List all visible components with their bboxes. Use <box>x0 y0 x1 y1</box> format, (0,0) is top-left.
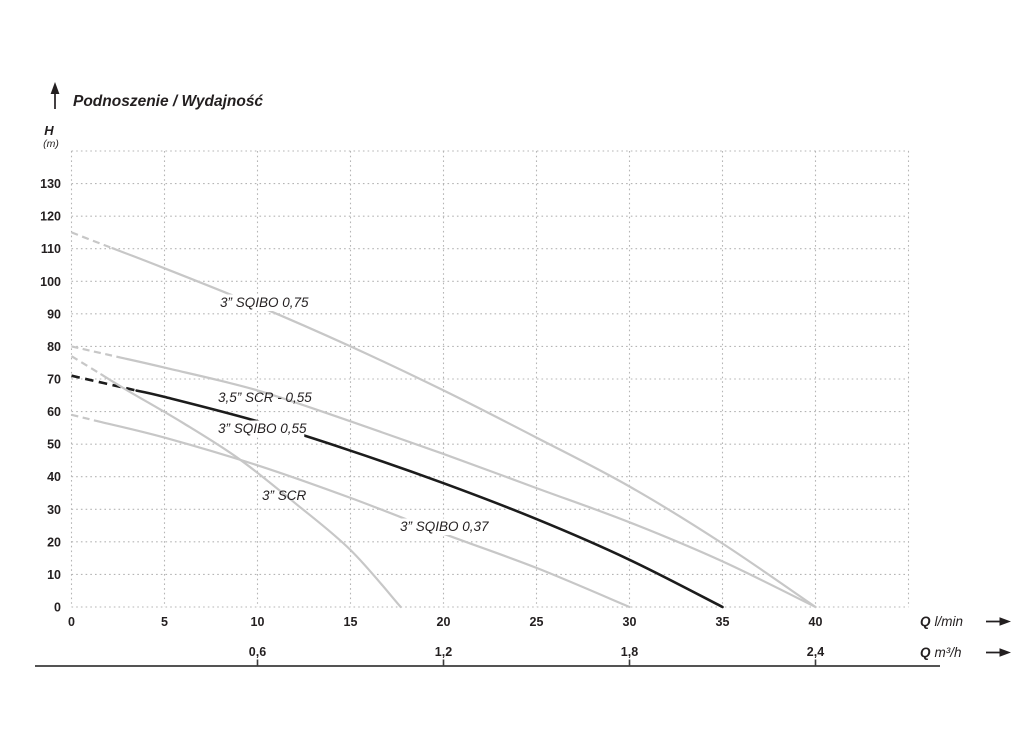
curve-3-scr <box>100 373 402 609</box>
x-axis-lmin-tick-labels: 0 5 10 15 20 25 30 35 40 <box>68 615 822 629</box>
curve-label-3-sqibo-0-75: 3” SQIBO 0,75 <box>220 295 309 310</box>
x-tick-label-25: 25 <box>530 615 544 629</box>
curve-label-3-5-scr-0-55: 3,5” SCR - 0,55 <box>218 390 312 405</box>
x-axis-lmin-arrow-icon <box>999 617 1011 626</box>
y-axis-arrow-icon <box>50 82 60 94</box>
x-tick-label-40: 40 <box>809 615 823 629</box>
y-tick-label-130: 130 <box>40 177 61 191</box>
curve-label-3-sqibo-0-37: 3” SQIBO 0,37 <box>400 519 489 534</box>
m3h-tick-label-1-8: 1,8 <box>621 645 638 659</box>
y-tick-label-80: 80 <box>47 340 61 354</box>
curve-3-5-scr-0-55 <box>118 356 817 609</box>
m3h-tick-label-1-2: 1,2 <box>435 645 452 659</box>
chart-header: Podnoszenie / Wydajność H (m) <box>43 82 263 150</box>
y-tick-label-70: 70 <box>47 373 61 387</box>
y-tick-label-20: 20 <box>47 535 61 549</box>
chart-title: Podnoszenie / Wydajność <box>73 93 263 110</box>
curve-label-3-scr: 3” SCR <box>262 488 307 503</box>
x-axis-m3h-arrow-icon <box>999 648 1011 657</box>
y-tick-label-10: 10 <box>47 568 61 582</box>
x-tick-label-20: 20 <box>437 615 451 629</box>
m3h-tick-label-2-4: 2,4 <box>807 645 824 659</box>
curve-label-3-sqibo-0-55: 3” SQIBO 0,55 <box>218 421 307 436</box>
y-tick-label-40: 40 <box>47 470 61 484</box>
curve-label-gap-3-sqibo-0-75 <box>215 294 307 311</box>
y-axis-unit: (m) <box>43 138 59 150</box>
x-tick-label-0: 0 <box>68 615 75 629</box>
x-axis-m3h-tick-labels: 0,6 1,2 1,8 2,4 <box>249 645 824 666</box>
curve-label-gap-3-sqibo-0-55 <box>213 420 305 437</box>
curves <box>70 231 817 609</box>
curve-dashed-3-sqibo-0-55 <box>71 374 137 392</box>
y-tick-label-110: 110 <box>41 242 61 256</box>
y-tick-label-60: 60 <box>47 405 61 419</box>
curve-3-sqibo-0-37 <box>100 421 631 609</box>
x-tick-label-35: 35 <box>716 615 730 629</box>
y-tick-label-0: 0 <box>54 601 61 615</box>
curve-3-sqibo-0-55 <box>135 389 724 609</box>
x-tick-label-10: 10 <box>251 615 265 629</box>
x-tick-label-5: 5 <box>161 615 168 629</box>
x-tick-label-30: 30 <box>623 615 637 629</box>
x-tick-label-15: 15 <box>344 615 358 629</box>
y-axis-symbol: H <box>44 123 54 138</box>
y-tick-label-120: 120 <box>40 210 61 224</box>
y-tick-label-30: 30 <box>47 503 61 517</box>
curve-3-sqibo-0-75 <box>111 247 817 609</box>
y-tick-label-100: 100 <box>40 275 61 289</box>
curve-dashed-3-sqibo-0-37 <box>71 413 102 424</box>
y-tick-label-90: 90 <box>47 307 61 321</box>
curve-dashed-3-sqibo-0-75 <box>71 231 113 250</box>
curve-dashed-3-5-scr-0-55 <box>71 345 121 359</box>
curve-label-gap-3-sqibo-0-37 <box>395 518 487 535</box>
curve-dashed-3-scr <box>70 355 102 376</box>
grid <box>70 150 910 608</box>
y-axis-tick-labels: 0 10 20 30 40 50 60 70 80 90 100 110 120 130 <box>40 177 61 614</box>
curve-labels: 3” SQIBO 0,75 3,5” SCR - 0,55 3” SQIBO 0,5… <box>213 294 489 535</box>
m3h-tick-label-0-6: 0,6 <box>249 645 266 659</box>
y-tick-label-50: 50 <box>47 438 61 452</box>
